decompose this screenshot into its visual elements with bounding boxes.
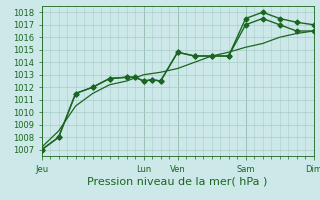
X-axis label: Pression niveau de la mer( hPa ): Pression niveau de la mer( hPa ) <box>87 177 268 187</box>
